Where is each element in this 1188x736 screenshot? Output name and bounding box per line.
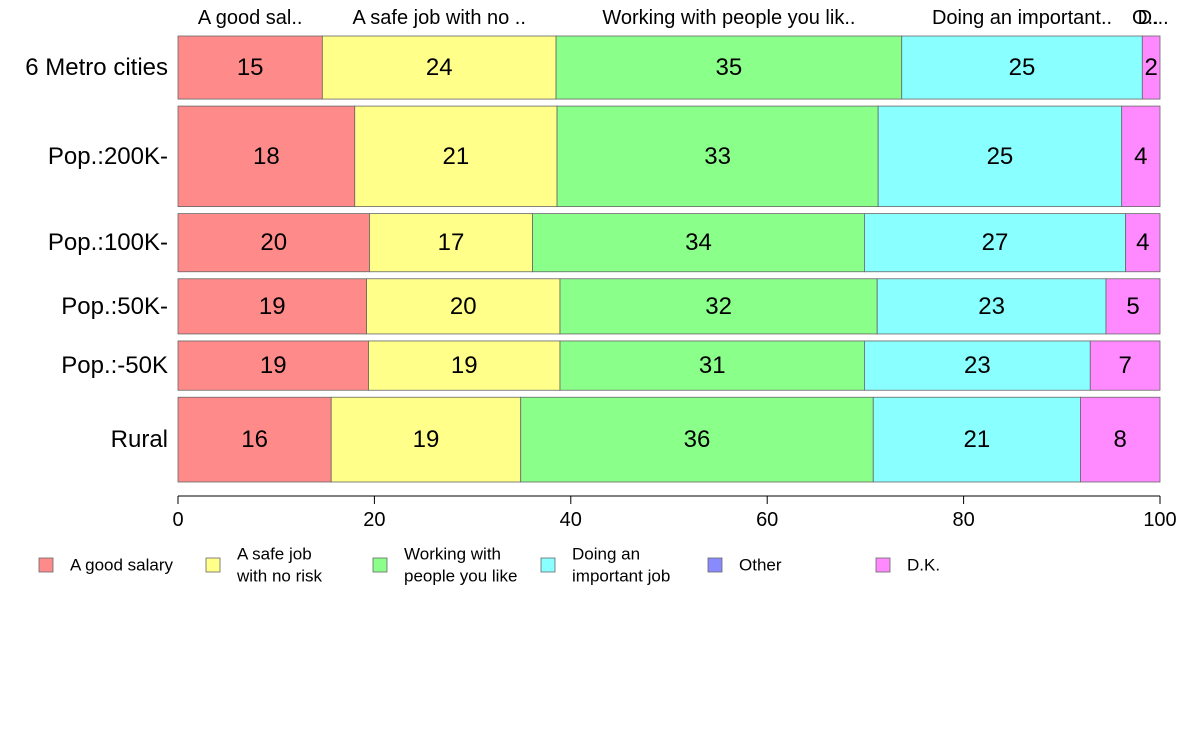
legend-label: Doing an — [572, 545, 640, 564]
bar-segment — [330, 396, 522, 483]
category-label: Pop.:50K- — [61, 293, 168, 320]
data-label: 23 — [964, 352, 991, 379]
x-tick-label: 40 — [560, 509, 582, 531]
category-label: 6 Metro cities — [25, 54, 168, 81]
bar-segment — [177, 278, 367, 335]
data-label: 33 — [704, 143, 731, 170]
data-label: 34 — [685, 229, 712, 256]
bar-segment — [1141, 35, 1161, 100]
category-label: Pop.:-50K — [61, 352, 168, 379]
data-label: 20 — [450, 293, 477, 320]
data-label: 24 — [426, 54, 453, 81]
x-tick-label: 100 — [1143, 509, 1176, 531]
data-label: 19 — [451, 352, 478, 379]
data-label: 20 — [260, 229, 287, 256]
bar-segment — [177, 105, 356, 208]
bar-segment — [1080, 396, 1161, 483]
bar-segment — [877, 105, 1123, 208]
data-label: 25 — [987, 143, 1014, 170]
category-label: Rural — [111, 426, 168, 453]
top-column-label: A safe job with no .. — [352, 7, 525, 29]
category-label: Pop.:200K- — [48, 143, 168, 170]
data-label: 19 — [260, 352, 287, 379]
legend-swatch — [540, 557, 556, 573]
legend-label: A good salary — [70, 556, 174, 575]
legend-label: Other — [739, 556, 782, 575]
bar-segment — [555, 35, 903, 100]
bar-segment — [864, 213, 1127, 273]
data-label: 19 — [259, 293, 286, 320]
bar-segment — [864, 340, 1091, 391]
legend-label: A safe job — [237, 545, 312, 564]
x-tick-label: 60 — [756, 509, 778, 531]
legend-swatch — [372, 557, 388, 573]
legend-label: important job — [572, 567, 670, 586]
data-label: 5 — [1126, 293, 1139, 320]
data-label: 23 — [978, 293, 1005, 320]
data-label: 21 — [443, 143, 470, 170]
bar-segment — [177, 35, 323, 100]
data-label: 15 — [237, 54, 264, 81]
data-label: 32 — [705, 293, 732, 320]
bar-segment — [368, 340, 561, 391]
bar-segment — [369, 213, 533, 273]
bar-segment — [321, 35, 557, 100]
bar-segment — [901, 35, 1143, 100]
data-label: 4 — [1136, 229, 1149, 256]
data-label: 25 — [1009, 54, 1036, 81]
bar-segment — [177, 396, 332, 483]
data-label: 36 — [684, 426, 711, 453]
data-label: 31 — [699, 352, 726, 379]
bar-segment — [1105, 278, 1161, 335]
bar-segment — [366, 278, 561, 335]
legend-label: Working with — [404, 545, 501, 564]
legend-swatch — [875, 557, 891, 573]
data-label: 18 — [253, 143, 280, 170]
top-column-label: Working with people you lik.. — [602, 7, 855, 29]
x-tick-label: 20 — [363, 509, 385, 531]
data-label: 19 — [413, 426, 440, 453]
bar-segment — [177, 340, 369, 391]
legend-label: with no risk — [236, 567, 323, 586]
data-label: 21 — [964, 426, 991, 453]
bar-segment — [532, 213, 865, 273]
x-tick-label: 0 — [172, 509, 183, 531]
top-column-label: D... — [1138, 7, 1169, 29]
legend-swatch — [205, 557, 221, 573]
bar-segment — [354, 105, 558, 208]
data-label: 2 — [1144, 54, 1157, 81]
data-label: 16 — [241, 426, 268, 453]
legend-label: people you like — [404, 567, 517, 586]
data-label: 4 — [1134, 143, 1147, 170]
bar-segment — [559, 278, 878, 335]
bar-segment — [556, 105, 879, 208]
legend-swatch — [707, 557, 723, 573]
x-tick-label: 80 — [952, 509, 974, 531]
legend-swatch — [38, 557, 54, 573]
data-label: 7 — [1118, 352, 1131, 379]
bar-segment — [177, 213, 370, 273]
data-label: 27 — [982, 229, 1009, 256]
bar-segment — [1089, 340, 1161, 391]
bar-segment — [1125, 213, 1161, 273]
data-label: 8 — [1114, 426, 1127, 453]
data-label: 17 — [438, 229, 465, 256]
category-label: Pop.:100K- — [48, 229, 168, 256]
top-column-label: Doing an important.. — [932, 7, 1112, 29]
top-column-label: A good sal.. — [198, 7, 303, 29]
bar-segment — [1121, 105, 1161, 208]
data-label: 35 — [716, 54, 743, 81]
bar-segment — [876, 278, 1107, 335]
legend-label: D.K. — [907, 556, 940, 575]
bar-segment — [559, 340, 865, 391]
top-column-label: O.. — [1132, 7, 1159, 29]
